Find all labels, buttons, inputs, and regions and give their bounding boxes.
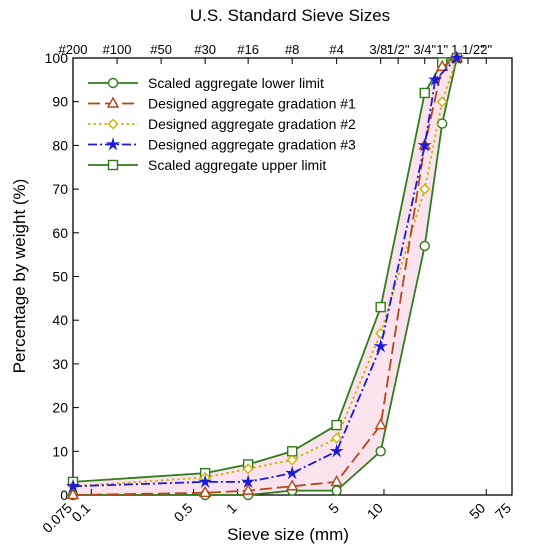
data-point xyxy=(286,446,298,457)
y-tick-label: 50 xyxy=(52,269,68,285)
top-tick-label: #100 xyxy=(103,42,132,57)
data-point xyxy=(107,159,119,171)
top-tick-label: #4 xyxy=(329,42,343,57)
data-point xyxy=(241,483,255,495)
top-tick-label: #8 xyxy=(285,42,299,57)
legend-entry-3: Designed aggregate gradation #2 xyxy=(88,116,356,132)
y-tick-label: 40 xyxy=(52,312,68,328)
data-point xyxy=(436,118,448,129)
top-axis-title: U.S. Standard Sieve Sizes xyxy=(190,6,390,25)
data-point xyxy=(331,485,342,496)
series-line xyxy=(72,57,458,488)
data-point xyxy=(198,485,212,498)
limit-band-layer xyxy=(73,58,457,495)
data-point xyxy=(107,77,119,89)
data-point xyxy=(375,446,386,457)
data-point xyxy=(107,118,119,130)
top-tick-label: 1" xyxy=(436,42,448,57)
data-point xyxy=(330,474,343,487)
data-point xyxy=(286,454,298,466)
top-tick-label: 1/2" xyxy=(387,42,410,57)
data-point xyxy=(65,478,81,493)
y-tick-label: 0 xyxy=(60,487,68,503)
legend-entry-4: Designed aggregate gradation #3 xyxy=(88,137,356,153)
series-layer xyxy=(65,50,465,501)
legend-label: Designed aggregate gradation #3 xyxy=(148,137,356,153)
legend-label: Designed aggregate gradation #1 xyxy=(148,96,356,112)
y-tick-label: 80 xyxy=(52,137,68,153)
data-point xyxy=(417,137,432,152)
y-tick-label: 90 xyxy=(52,94,68,110)
data-point xyxy=(285,479,299,491)
data-point xyxy=(331,432,343,444)
y-tick-label: 20 xyxy=(52,400,68,416)
data-point xyxy=(374,418,387,430)
data-point xyxy=(373,338,388,353)
y-tick-label: 30 xyxy=(52,356,68,372)
data-point xyxy=(435,59,449,71)
data-point xyxy=(106,96,120,108)
y-tick-label: 70 xyxy=(52,181,68,197)
data-point xyxy=(375,301,386,313)
legend-entry-1: Scaled aggregate lower limit xyxy=(88,75,324,91)
legend-label: Designed aggregate gradation #2 xyxy=(148,116,356,132)
legend-label: Scaled aggregate upper limit xyxy=(148,157,326,173)
data-point xyxy=(242,463,254,475)
data-point xyxy=(419,240,430,252)
data-point xyxy=(198,474,213,488)
x-axis-title: Sieve size (mm) xyxy=(227,525,349,544)
data-point xyxy=(240,474,256,488)
legend: Scaled aggregate lower limit Designed agg… xyxy=(88,75,356,173)
legend-entry-2: Designed aggregate gradation #1 xyxy=(88,96,356,112)
legend-entry-5: Scaled aggregate upper limit xyxy=(88,157,326,173)
data-point xyxy=(285,465,300,480)
data-point xyxy=(419,87,430,99)
data-point xyxy=(105,136,121,151)
top-tick-label: 3/4" xyxy=(413,42,436,57)
y-tick-label: 60 xyxy=(52,225,68,241)
data-point xyxy=(428,72,443,86)
data-point xyxy=(331,419,342,431)
top-tick-label: #30 xyxy=(194,42,216,57)
legend-label: Scaled aggregate lower limit xyxy=(148,75,324,91)
top-tick-label: 2" xyxy=(480,42,492,57)
top-tick-label: #16 xyxy=(237,42,259,57)
data-point xyxy=(419,183,431,195)
data-point xyxy=(66,488,80,500)
top-tick-label: #200 xyxy=(59,42,88,57)
y-axis-title: Percentage by weight (%) xyxy=(10,179,29,374)
data-point xyxy=(436,96,448,108)
y-tick-label: 100 xyxy=(45,50,69,66)
limit-band xyxy=(73,58,457,495)
series-4 xyxy=(65,50,465,493)
y-tick-label: 10 xyxy=(52,443,68,459)
top-tick-label: #50 xyxy=(150,42,172,57)
data-point xyxy=(449,50,465,65)
top-tick-label: 3/8" xyxy=(369,42,392,57)
data-point xyxy=(329,443,344,458)
